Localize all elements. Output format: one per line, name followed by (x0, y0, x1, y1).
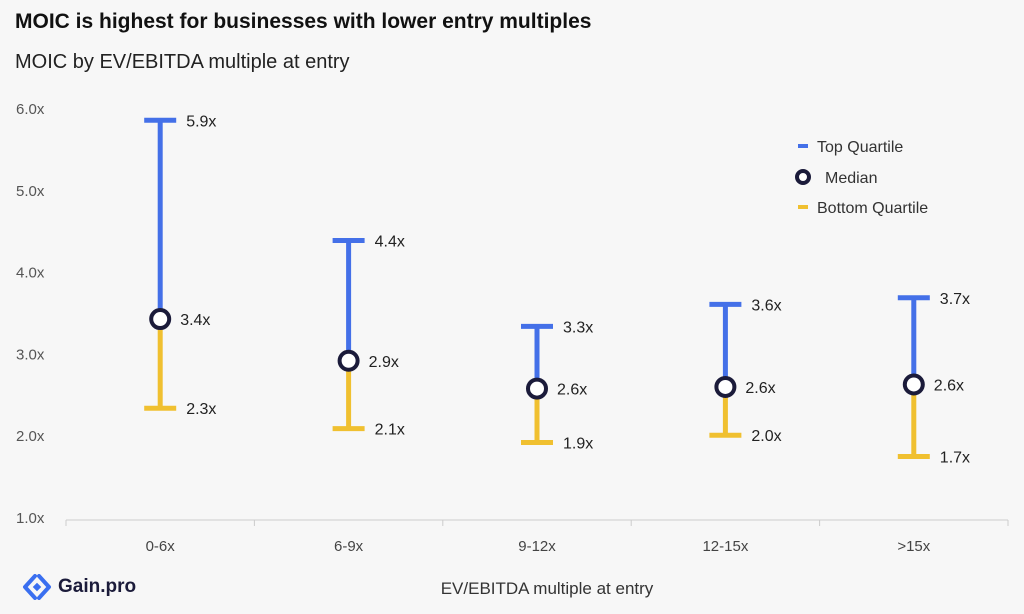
y-tick-label: 3.0x (16, 346, 45, 363)
legend-median-icon (795, 169, 811, 185)
x-tick-label: 9-12x (518, 538, 556, 555)
bottom-quartile-label: 2.0x (751, 428, 781, 445)
legend-label-bottom: Bottom Quartile (817, 200, 928, 217)
median-marker (337, 349, 360, 372)
y-tick-label: 4.0x (16, 265, 45, 282)
x-axis-label: EV/EBITDA multiple at entry (440, 579, 654, 598)
x-axis: 0-6x 6-9x 9-12x 12-15x >15x (65, 520, 1009, 555)
chart-title: MOIC is highest for businesses with lowe… (15, 10, 592, 33)
median-marker (149, 308, 172, 331)
brand-name: Gain.pro (58, 576, 137, 597)
legend-label-median: Median (825, 170, 877, 187)
y-axis: 1.0x 2.0x 3.0x 4.0x 5.0x 6.0x (16, 101, 45, 527)
x-tick-label: 12-15x (702, 538, 748, 555)
bottom-quartile-label: 2.1x (375, 422, 405, 439)
median-marker (714, 375, 737, 398)
chart-subtitle: MOIC by EV/EBITDA multiple at entry (15, 51, 350, 73)
bottom-quartile-label: 2.3x (186, 401, 216, 418)
bottom-quartile-label: 1.7x (940, 449, 970, 466)
legend-label-top: Top Quartile (817, 139, 903, 156)
brand-logo: Gain.pro (22, 574, 136, 600)
median-label: 2.6x (934, 377, 964, 394)
median-label: 2.6x (745, 380, 775, 397)
x-tick-label: 0-6x (146, 538, 176, 555)
y-tick-label: 1.0x (16, 510, 45, 527)
y-tick-label: 5.0x (16, 183, 45, 200)
top-quartile-label: 4.4x (375, 234, 405, 251)
x-tick-label: 6-9x (334, 538, 364, 555)
median-marker (526, 377, 548, 400)
median-label: 2.6x (557, 382, 587, 399)
median-label: 3.4x (180, 312, 210, 329)
y-tick-label: 6.0x (16, 101, 45, 118)
median-label: 2.9x (369, 354, 399, 371)
top-quartile-label: 3.6x (751, 297, 781, 314)
median-marker (902, 373, 925, 396)
top-quartile-label: 5.9x (186, 113, 216, 130)
gain-logo-icon (23, 574, 51, 600)
legend: Top Quartile Median Bottom Quartile (795, 139, 928, 217)
top-quartile-label: 3.7x (940, 291, 970, 308)
series-group: 5.9x 3.4x 2.3x 4.4x 2.9x 2.1x 3.3x 2.6x 1.9x 3.6x… (144, 113, 970, 466)
x-tick-label: >15x (897, 538, 930, 555)
top-quartile-label: 3.3x (563, 319, 593, 336)
y-tick-label: 2.0x (16, 428, 45, 445)
bottom-quartile-label: 1.9x (563, 436, 593, 453)
